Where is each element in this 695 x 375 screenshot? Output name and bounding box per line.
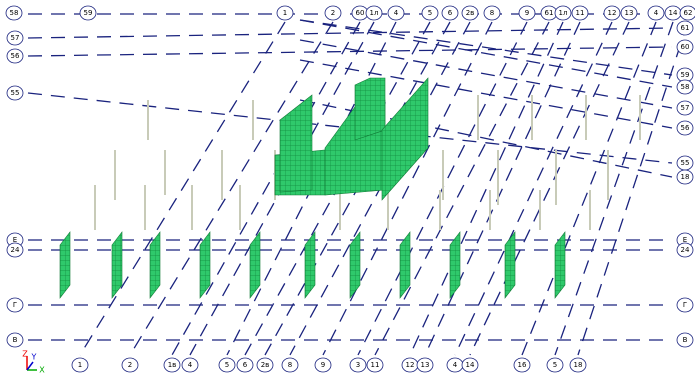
grid-label: 62	[684, 9, 693, 17]
grid-label: 14	[466, 361, 475, 369]
grid-line	[80, 22, 285, 355]
grid-label: 57	[11, 34, 20, 42]
grid-label: 8	[288, 361, 292, 369]
grid-label: 61	[681, 24, 690, 32]
wall	[305, 232, 315, 298]
grid-label: 4	[188, 361, 193, 369]
grid-label: 4	[654, 9, 659, 17]
wall	[450, 232, 460, 298]
grid-label: 1л	[559, 9, 568, 17]
axis-label: X	[39, 366, 45, 375]
grid-label: 6	[448, 9, 453, 17]
wall	[350, 232, 360, 298]
grid-label: 60	[356, 9, 365, 17]
grid-label: В	[13, 336, 18, 344]
grid-label: 2	[128, 361, 132, 369]
grid-label: 5	[428, 9, 432, 17]
grid-label: 11	[371, 361, 380, 369]
grid-label: 18	[574, 361, 583, 369]
grid-label: 3	[356, 361, 360, 369]
wall	[150, 232, 160, 298]
grid-label: 2в	[466, 9, 475, 17]
wall	[200, 232, 210, 298]
grid-label: 1	[283, 9, 287, 17]
grid-label: 8	[490, 9, 494, 17]
grid-label: 59	[681, 71, 690, 79]
grid-label: 13	[625, 9, 634, 17]
grid-label: 5	[225, 361, 229, 369]
grid-label: 11	[576, 9, 585, 17]
wall	[280, 95, 312, 192]
grid-label: 58	[10, 9, 19, 17]
grid-label: 56	[11, 52, 20, 60]
grid-label: Г	[13, 301, 17, 309]
grid-label: 9	[525, 9, 529, 17]
grid-label: 57	[681, 104, 690, 112]
grid-label: В	[683, 336, 688, 344]
viewport: 585912601л4562в89611л11121341462575655Е2…	[0, 0, 695, 375]
wall	[355, 78, 385, 140]
walls	[275, 78, 428, 200]
grid-label: 1л	[370, 9, 379, 17]
grid-label: 58	[681, 83, 690, 91]
grid-label: 60	[681, 43, 690, 51]
grid-label: Г	[683, 301, 687, 309]
wall	[250, 232, 260, 298]
grid-label: 55	[11, 89, 20, 97]
wall	[400, 232, 410, 298]
grid-label: 56	[681, 124, 690, 132]
grid-label: 1в	[168, 361, 177, 369]
grid-label: 2	[331, 9, 335, 17]
wall	[505, 232, 515, 298]
grid-label: 14	[669, 9, 678, 17]
wall	[382, 78, 428, 200]
axis-label: Z	[22, 350, 28, 359]
wall	[555, 232, 565, 298]
grid-label: 6	[243, 361, 248, 369]
grid-label: 5	[553, 361, 557, 369]
axis-label: Y	[31, 353, 37, 362]
grid-label: 59	[84, 9, 93, 17]
grid-label: 24	[681, 246, 690, 254]
grid-label: 55	[681, 159, 690, 167]
grid-label: 1	[78, 361, 82, 369]
axis-y	[27, 362, 33, 370]
grid-line	[28, 47, 672, 56]
grid-label: 4	[394, 9, 399, 17]
grid-label: 12	[608, 9, 617, 17]
grid-label: 24	[11, 246, 20, 254]
grid-label: 9	[321, 361, 325, 369]
grid-label: 61	[545, 9, 554, 17]
grid-label: 13	[421, 361, 430, 369]
grid-label: 16	[518, 361, 527, 369]
grid-label: 18	[681, 173, 690, 181]
grid-label: 12	[406, 361, 415, 369]
grid-label: 2в	[261, 361, 270, 369]
grid-label: 4	[453, 361, 458, 369]
axis-triad: Z Y X	[22, 350, 45, 375]
wall	[60, 232, 70, 298]
